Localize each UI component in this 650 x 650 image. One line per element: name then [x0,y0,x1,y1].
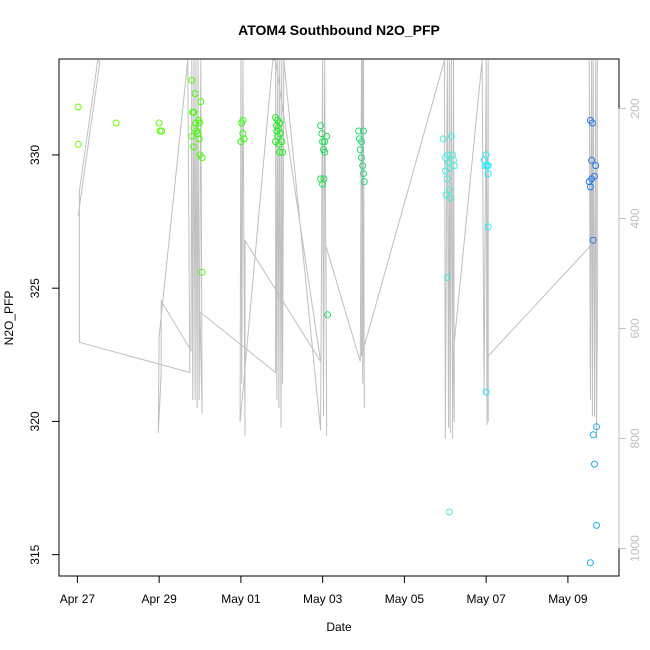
data-point [188,76,196,84]
data-point [158,127,166,135]
y2-tick-label: 800 [628,428,642,448]
data-point [484,223,492,231]
y-tick-label: 325 [28,278,42,298]
data-point [484,170,492,178]
x-tick-label: May 03 [303,592,343,606]
data-point [74,103,82,111]
data-point [591,460,598,468]
data-point [482,151,490,159]
y2-tick-label: 200 [628,98,642,118]
data-point [276,119,284,127]
data-point [593,521,600,529]
data-point [276,148,284,156]
data-point [360,170,367,178]
data-point [586,559,594,567]
data-point [324,311,332,319]
x-tick-label: May 07 [466,592,506,606]
y2-tick-label: 1000 [628,535,642,562]
data-points [74,76,600,567]
data-point [589,431,597,439]
data-point [586,183,594,191]
data-point [588,156,596,164]
data-point [196,119,204,127]
data-point [443,175,451,183]
x-tick-label: Apr 27 [60,592,96,606]
y-tick-label: 315 [28,544,42,564]
data-point [588,119,596,127]
x-tick-label: May 05 [385,592,425,606]
data-point [445,508,453,516]
data-point [591,172,598,180]
y-axis-label: N2O_PFP [2,291,16,346]
data-point [190,143,197,151]
data-point [112,119,120,127]
data-point [198,154,206,162]
data-point [273,127,281,135]
x-tick-label: May 01 [221,592,261,606]
data-point [194,130,202,138]
data-point [190,124,198,132]
data-point [274,132,282,140]
y2-tick-label: 600 [628,318,642,338]
altitude-profile-line [77,59,598,439]
data-point [355,127,363,135]
data-point [589,236,597,244]
plot-area [58,58,620,577]
data-point [441,167,449,175]
data-point [191,90,199,98]
x-axis-label: Date [326,620,352,634]
y-tick-label: 330 [28,145,42,165]
data-point [360,178,368,186]
data-point [445,186,453,194]
data-point [356,146,364,154]
data-point [482,388,490,396]
x-tick-label: May 09 [548,592,588,606]
y2-tick-label: 400 [628,208,642,228]
data-point [592,162,600,170]
data-point [447,132,455,140]
data-point [359,162,367,170]
data-point [321,148,329,156]
axes: Apr 27 Apr 29 May 01 May 03 May 05 May 07 May … [28,98,642,606]
data-point [442,191,450,199]
data-point [320,175,328,183]
data-point [450,162,458,170]
data-point [198,268,206,276]
data-point [450,156,457,164]
data-point [321,138,329,146]
data-point [443,151,451,159]
data-point [319,138,327,146]
data-point [360,127,367,135]
data-point [278,138,286,146]
data-point [317,122,325,130]
data-point [593,423,600,431]
data-point [197,98,205,106]
data-point [239,116,247,124]
data-point [358,138,365,146]
data-point [358,154,365,162]
data-point [195,135,203,143]
data-point [443,274,451,281]
data-point [188,132,196,140]
data-point [279,148,287,156]
data-point [237,138,245,146]
data-point [439,135,447,143]
altitude-lines [77,59,598,439]
data-point [155,119,163,127]
data-point [190,108,198,116]
chart-title: ATOM4 Southbound N2O_PFP [238,22,440,38]
x-tick-label: Apr 29 [141,592,177,606]
y-tick-label: 320 [28,411,42,431]
data-point [74,140,82,148]
data-point [484,162,492,170]
